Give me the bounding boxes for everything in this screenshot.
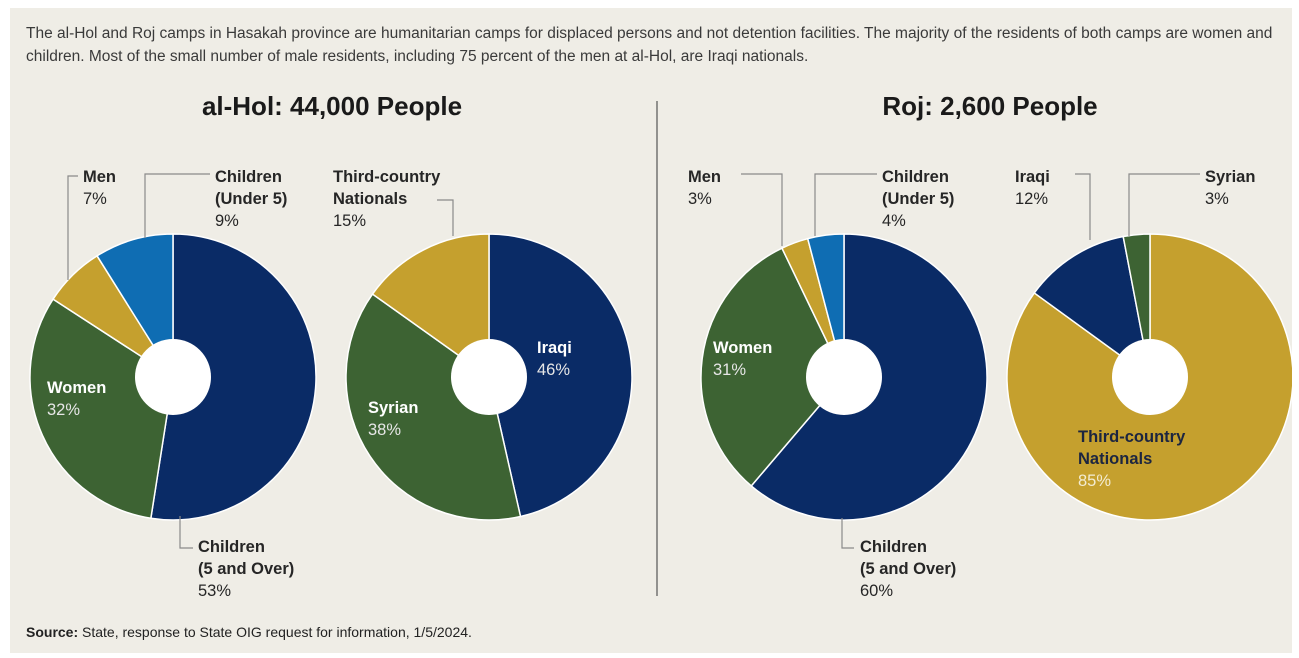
pct-roj-under5: 4%	[882, 212, 906, 230]
label-roj-women: Women	[713, 339, 772, 357]
slice-alhol-nat-iraqi	[488, 233, 633, 518]
pct-roj-men: 3%	[688, 190, 712, 208]
pct-alhol-men: 7%	[83, 190, 107, 208]
leader-alhol-men	[67, 175, 78, 280]
slice-roj-nat-iraqi	[1033, 235, 1152, 379]
roj-nationality-donut	[1006, 233, 1292, 521]
slice-alhol-pop-children-under-5	[96, 233, 174, 380]
label-roj-5over: Children (5 and Over)	[860, 538, 956, 578]
intro-text: The al-Hol and Roj camps in Hasakah prov…	[26, 25, 1273, 65]
donut-hole-roj-nat	[1112, 339, 1188, 415]
leader-roj-men	[741, 173, 783, 246]
label-roj-third: Third-country Nationals	[1078, 428, 1190, 468]
donut-hole-roj-pop	[806, 339, 882, 415]
label-alhol-women: Women	[47, 379, 106, 397]
label-roj-under5: Children (Under 5)	[882, 168, 954, 208]
alhol-title: al-Hol: 44,000 People	[202, 91, 462, 121]
label-alhol-under5: Children (Under 5)	[215, 168, 287, 208]
pct-roj-syrian: 3%	[1205, 190, 1229, 208]
label-alhol-third: Third-country Nationals	[333, 168, 445, 208]
pct-alhol-syrian: 38%	[368, 421, 401, 439]
donut-charts: al-Hol: 44,000 People Roj: 2,600 People …	[29, 91, 1292, 600]
pct-roj-iraqi: 12%	[1015, 190, 1048, 208]
pct-alhol-5over: 53%	[198, 582, 231, 600]
infographic-card: The al-Hol and Roj camps in Hasakah prov…	[10, 8, 1292, 653]
label-alhol-iraqi: Iraqi	[537, 339, 572, 357]
roj-population-donut	[700, 233, 988, 521]
label-roj-iraqi: Iraqi	[1015, 168, 1050, 186]
donut-hole-alhol-nat	[451, 339, 527, 415]
pct-alhol-third: 15%	[333, 212, 366, 230]
pct-roj-women: 31%	[713, 361, 746, 379]
pct-roj-5over: 60%	[860, 582, 893, 600]
leader-roj-under5	[814, 173, 877, 236]
leader-lines	[67, 173, 1200, 549]
slice-roj-pop-women	[700, 247, 845, 487]
leader-alhol-5over	[179, 516, 193, 549]
label-alhol-men: Men	[83, 168, 116, 186]
alhol-population-donut	[29, 233, 317, 521]
source-note: Source: State, response to State OIG req…	[26, 624, 472, 640]
leader-roj-5over	[841, 518, 854, 549]
slice-alhol-nat-third-country-nationals	[371, 233, 490, 379]
label-roj-syrian: Syrian	[1205, 168, 1255, 186]
label-alhol-syrian: Syrian	[368, 399, 418, 417]
leader-roj-iraqi	[1075, 173, 1091, 240]
leader-alhol-under5	[144, 173, 210, 238]
leader-alhol-third	[437, 199, 454, 236]
alhol-nationality-donut	[345, 233, 633, 521]
slice-alhol-nat-syrian	[345, 293, 522, 521]
label-alhol-5over: Children (5 and Over)	[198, 538, 294, 578]
pct-alhol-iraqi: 46%	[537, 361, 570, 379]
pct-alhol-women: 32%	[47, 401, 80, 419]
label-roj-men: Men	[688, 168, 721, 186]
leader-roj-syrian	[1128, 173, 1200, 236]
slice-alhol-pop-children-5-and-over	[149, 233, 317, 521]
source-label: Source:	[26, 624, 79, 640]
pct-roj-third: 85%	[1078, 472, 1111, 490]
source-text: State, response to State OIG request for…	[78, 624, 472, 640]
pct-alhol-under5: 9%	[215, 212, 239, 230]
roj-title: Roj: 2,600 People	[882, 91, 1097, 121]
donut-hole-alhol-pop	[135, 339, 211, 415]
